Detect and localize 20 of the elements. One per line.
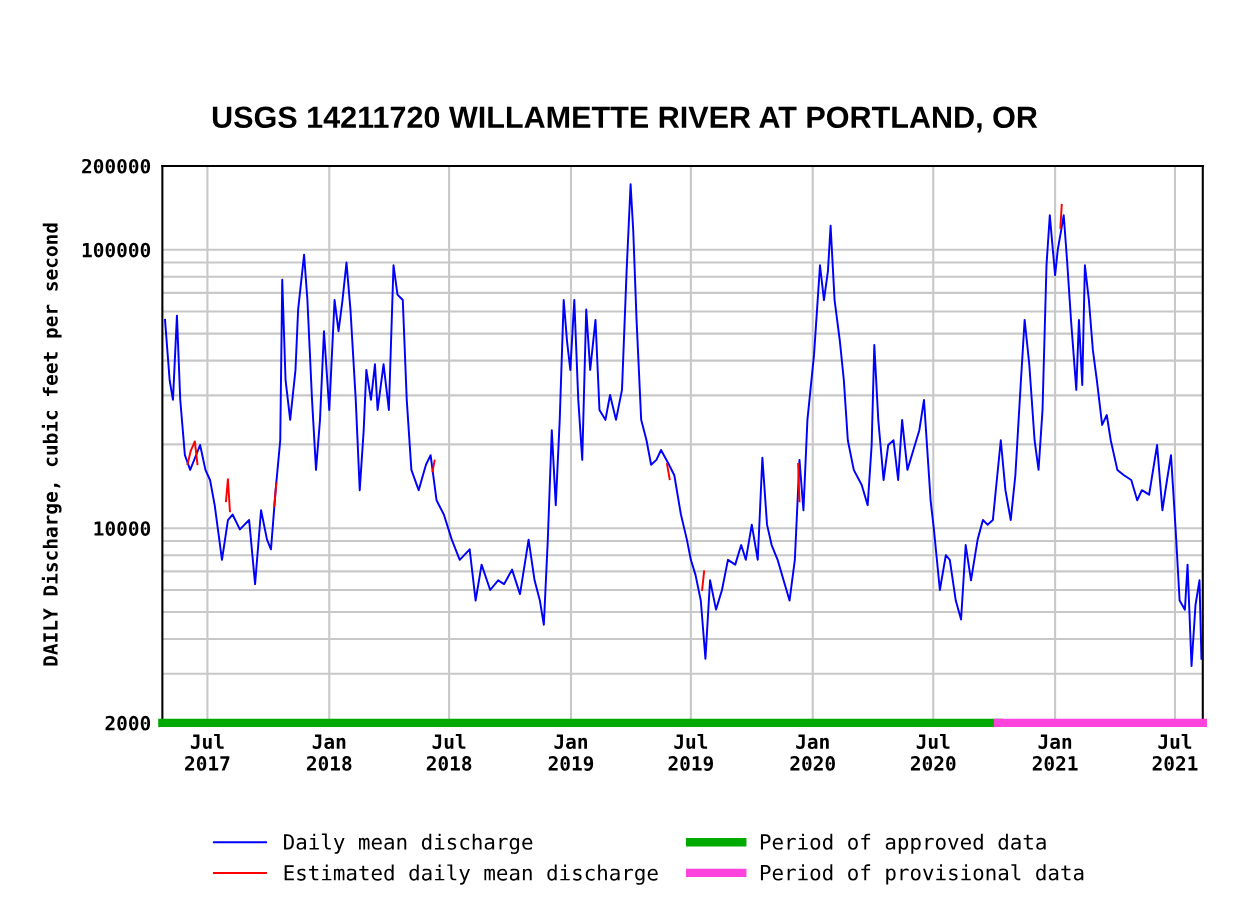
x-tick-label: Jul 2021 — [1152, 733, 1198, 771]
y-tick-label: 2000 — [105, 715, 151, 731]
y-tick-label: 200000 — [82, 158, 151, 174]
x-tick-label: Jan 2019 — [548, 734, 594, 771]
y-tick-label: 100000 — [82, 242, 151, 258]
x-tick-label: Jan 2021 — [1032, 734, 1078, 771]
y-axis-title: DAILY Discharge, cubic feet per second — [41, 223, 62, 666]
x-tick-label: Jul 2020 — [910, 733, 956, 771]
line-series — [164, 183, 1203, 667]
legend-label: Period of approved data — [760, 833, 1046, 854]
chart-title: USGS 14211720 WILLAMETTE RIVER AT PORTLAND, OR — [212, 106, 1038, 133]
x-tick-label: Jan 2018 — [306, 734, 352, 771]
x-tick-label: Jan 2020 — [790, 734, 835, 771]
legend-label: Daily mean discharge — [284, 833, 533, 854]
x-tick-label: Jul 2018 — [426, 733, 472, 771]
y-tick-label: 10000 — [94, 521, 151, 536]
legend-label: Period of provisional data — [760, 864, 1084, 885]
x-tick-label: Jul 2019 — [668, 733, 714, 771]
x-tick-label: Jul 2017 — [185, 733, 230, 771]
legend-label: Estimated daily mean discharge — [284, 864, 658, 885]
